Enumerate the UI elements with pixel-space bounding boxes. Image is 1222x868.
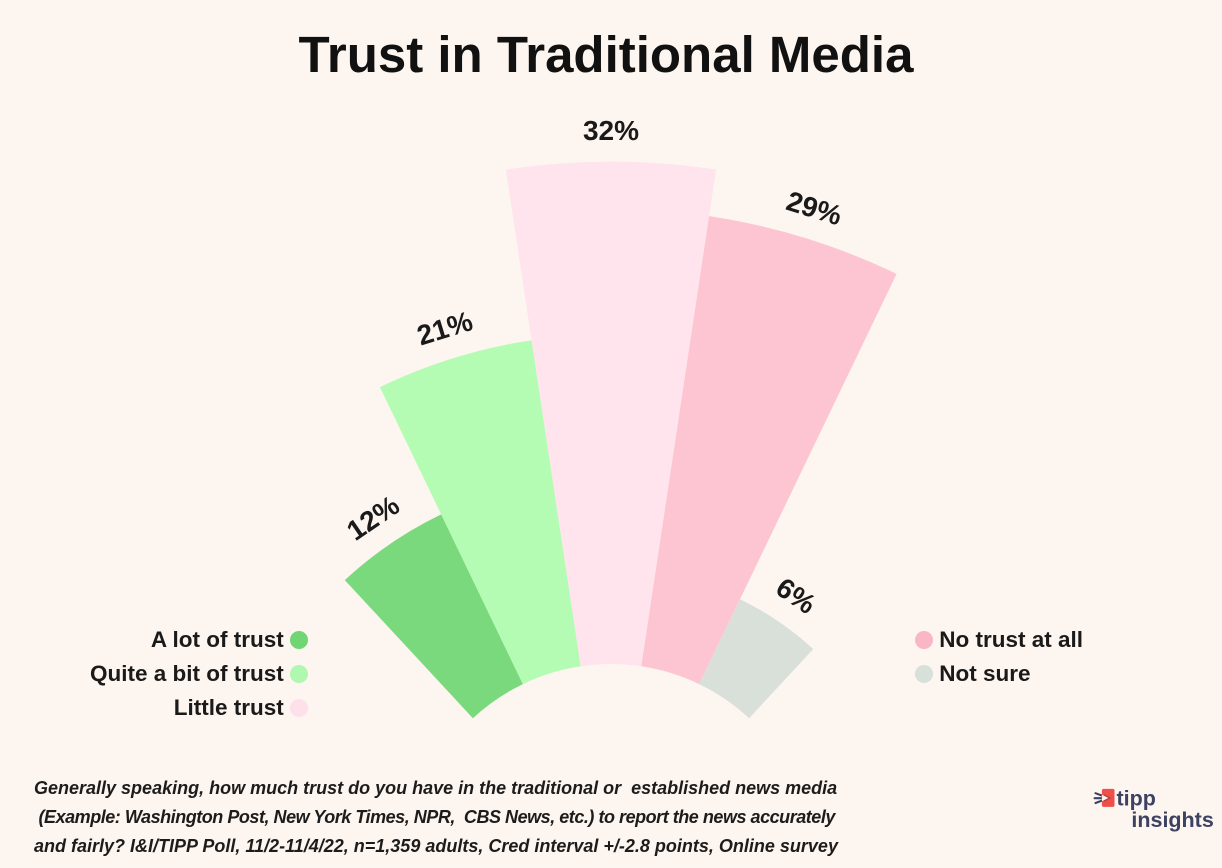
svg-text:32%: 32% — [583, 115, 639, 146]
svg-text:insights: insights — [1131, 808, 1213, 832]
svg-text:tipp: tipp — [1117, 787, 1156, 811]
